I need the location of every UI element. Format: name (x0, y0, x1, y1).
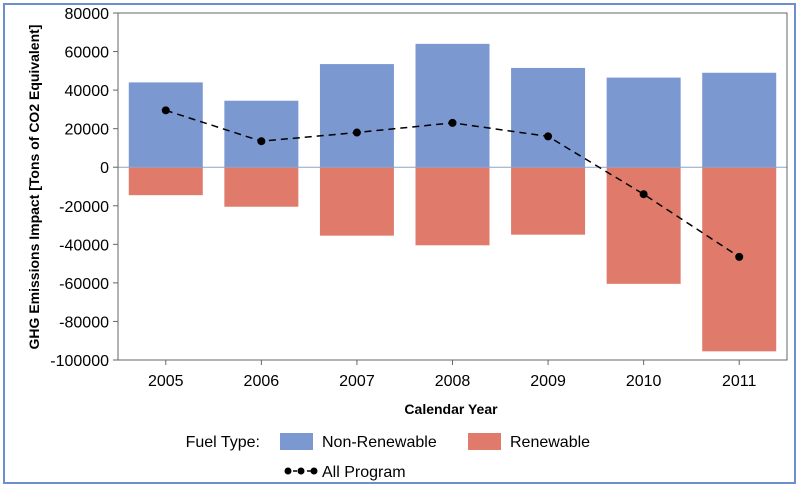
legend: Fuel Type: Non-Renewable Renewable All Prog… (186, 433, 590, 481)
bar-renewable-2008 (415, 167, 490, 246)
y-tick-label: -60000 (59, 276, 109, 293)
legend-label-all-program: All Program (322, 464, 406, 481)
x-tick-label: 2007 (339, 373, 375, 390)
legend-line-marker (310, 467, 318, 475)
bar-non-renewable-2009 (511, 67, 586, 168)
legend-label-renewable: Renewable (510, 434, 590, 451)
y-tick-label: -100000 (50, 353, 109, 370)
bar-renewable-2009 (511, 167, 586, 235)
bar-non-renewable-2008 (415, 43, 490, 168)
bar-renewable-2005 (128, 167, 203, 196)
x-tick-label: 2005 (148, 373, 184, 390)
bar-non-renewable-2005 (128, 82, 203, 168)
y-axis-title: GHG Emissions Impact [Tons of CO2 Equiva… (26, 25, 42, 350)
legend-line-marker (297, 467, 305, 475)
x-axis-title: Calendar Year (404, 401, 498, 417)
point-all-program-2011 (735, 252, 744, 261)
legend-label-non-renewable: Non-Renewable (322, 434, 437, 451)
point-all-program-2006 (257, 137, 266, 146)
y-tick-label: -80000 (59, 314, 109, 331)
point-all-program-2009 (544, 132, 553, 141)
bar-renewable-2007 (319, 167, 394, 236)
x-tick-label: 2009 (530, 373, 566, 390)
bar-non-renewable-2010 (606, 77, 681, 168)
bar-non-renewable-2006 (224, 100, 299, 168)
legend-swatch-non-renewable (280, 433, 313, 450)
bar-non-renewable-2011 (702, 72, 777, 168)
point-all-program-2008 (448, 118, 457, 127)
x-tick-label: 2010 (626, 373, 662, 390)
x-tick-label: 2006 (244, 373, 280, 390)
y-tick-label: -40000 (59, 237, 109, 254)
bar-renewable-2010 (606, 167, 681, 284)
x-tick-label: 2008 (435, 373, 471, 390)
x-tick-label: 2011 (722, 373, 757, 390)
y-tick-label: 40000 (65, 83, 110, 100)
point-all-program-2010 (639, 190, 648, 199)
legend-swatch-renewable (468, 433, 501, 450)
bar-renewable-2006 (224, 167, 299, 207)
point-all-program-2007 (352, 128, 361, 137)
y-tick-label: -20000 (59, 199, 109, 216)
legend-title: Fuel Type: (186, 434, 260, 451)
legend-line-marker (284, 467, 292, 475)
y-tick-label: 20000 (65, 122, 110, 139)
y-tick-label: 80000 (65, 6, 110, 23)
y-tick-label: 60000 (65, 45, 110, 62)
bar-non-renewable-2007 (319, 64, 394, 168)
point-all-program-2005 (161, 106, 170, 115)
y-tick-label: 0 (100, 160, 109, 177)
